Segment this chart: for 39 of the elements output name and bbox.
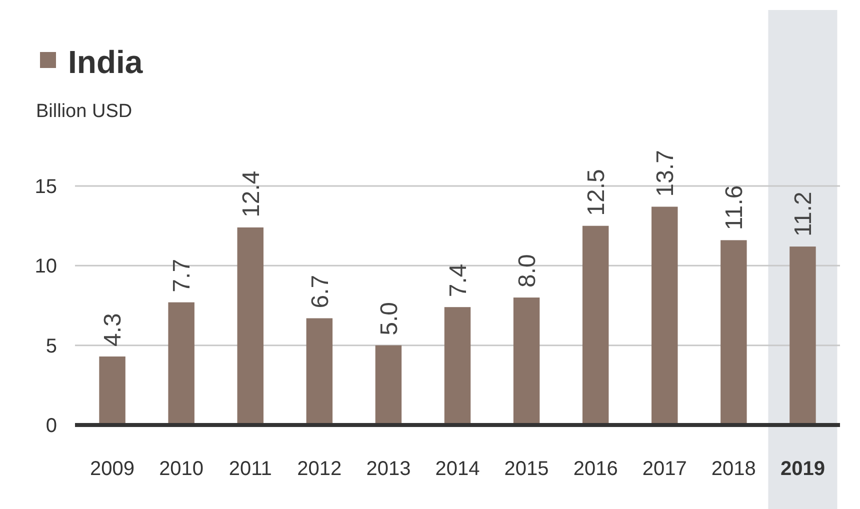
bar xyxy=(720,240,747,425)
y-tick-label: 5 xyxy=(46,335,57,358)
bar xyxy=(444,307,471,425)
x-tick-label: 2013 xyxy=(366,458,411,480)
text: 8.0 xyxy=(514,254,541,288)
text: 11.6 xyxy=(721,185,748,230)
text: 4.3 xyxy=(100,313,127,346)
bar xyxy=(652,206,678,425)
bar xyxy=(582,226,609,425)
text: 7.4 xyxy=(444,264,472,298)
x-tick-label: 2014 xyxy=(435,458,480,480)
x-tick-label: 2012 xyxy=(297,458,342,480)
text: 7.7 xyxy=(168,258,196,292)
x-tick-label: 2009 xyxy=(90,458,135,480)
y-tick-label: 15 xyxy=(34,176,57,198)
text: 12.4 xyxy=(238,170,265,218)
y-tick-label: 10 xyxy=(34,256,57,278)
text: 11.2 xyxy=(790,192,818,237)
bar xyxy=(790,246,816,425)
bar xyxy=(306,318,333,425)
legend-label: India xyxy=(68,44,143,80)
x-tick-label: 2019 xyxy=(780,458,825,480)
x-tick-label: 2018 xyxy=(711,458,756,480)
bar xyxy=(513,298,540,425)
y-axis-title: Billion USD xyxy=(36,101,132,122)
bar xyxy=(99,356,126,425)
bar xyxy=(375,345,402,425)
text: 12.5 xyxy=(582,169,610,216)
bar xyxy=(168,302,194,425)
x-tick-label: 2010 xyxy=(159,458,204,480)
x-tick-label: 2015 xyxy=(504,458,549,480)
x-tick-label: 2011 xyxy=(228,458,272,480)
text: 13.7 xyxy=(652,150,680,197)
text: 5.0 xyxy=(376,302,403,336)
x-tick-label: 2017 xyxy=(642,458,687,480)
bar xyxy=(237,227,264,425)
x-tick-label: 2016 xyxy=(573,458,618,480)
text: 6.7 xyxy=(306,274,334,308)
y-tick-label: 0 xyxy=(46,415,57,437)
